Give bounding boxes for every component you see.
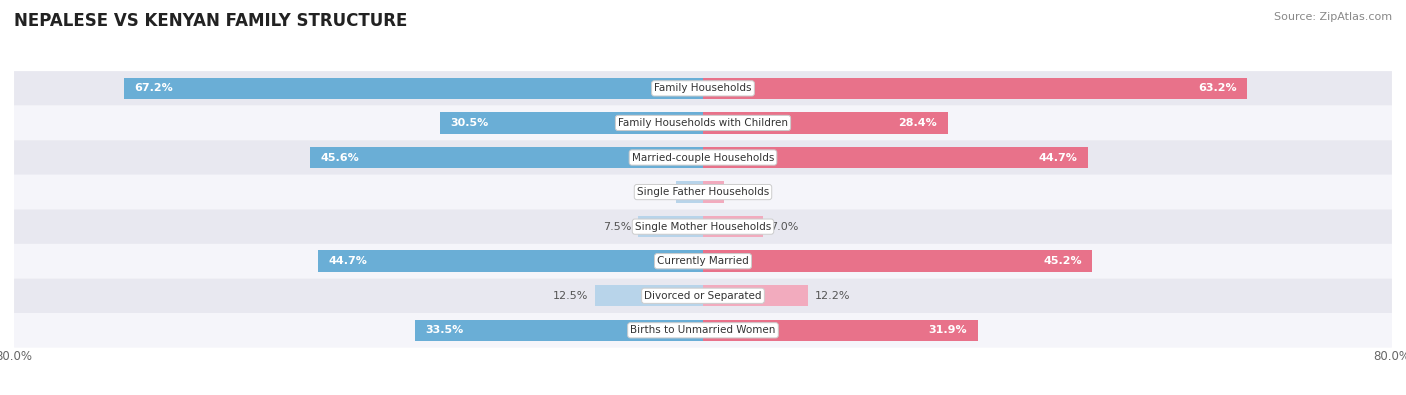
Text: Single Mother Households: Single Mother Households [636, 222, 770, 231]
Text: 67.2%: 67.2% [135, 83, 173, 93]
FancyBboxPatch shape [14, 209, 1392, 244]
Text: 12.2%: 12.2% [815, 291, 851, 301]
Bar [638, 216, 703, 237]
Text: 44.7%: 44.7% [1039, 152, 1077, 162]
Text: NEPALESE VS KENYAN FAMILY STRUCTURE: NEPALESE VS KENYAN FAMILY STRUCTURE [14, 12, 408, 30]
Bar [440, 112, 703, 134]
Text: 63.2%: 63.2% [1198, 83, 1237, 93]
Bar [703, 112, 948, 134]
FancyBboxPatch shape [14, 106, 1392, 140]
Bar [415, 320, 703, 341]
Text: Source: ZipAtlas.com: Source: ZipAtlas.com [1274, 12, 1392, 22]
Text: 7.5%: 7.5% [603, 222, 631, 231]
FancyBboxPatch shape [14, 175, 1392, 209]
Text: Family Households: Family Households [654, 83, 752, 93]
Text: 3.1%: 3.1% [641, 187, 669, 197]
Bar [703, 285, 808, 307]
Text: 30.5%: 30.5% [451, 118, 489, 128]
FancyBboxPatch shape [14, 71, 1392, 106]
Bar [703, 147, 1088, 168]
Bar [595, 285, 703, 307]
FancyBboxPatch shape [14, 140, 1392, 175]
Text: 45.6%: 45.6% [321, 152, 360, 162]
FancyBboxPatch shape [14, 278, 1392, 313]
Text: 28.4%: 28.4% [898, 118, 938, 128]
Text: Family Households with Children: Family Households with Children [619, 118, 787, 128]
Text: 33.5%: 33.5% [425, 325, 463, 335]
Text: Currently Married: Currently Married [657, 256, 749, 266]
Bar [703, 320, 977, 341]
Bar [676, 181, 703, 203]
Text: Married-couple Households: Married-couple Households [631, 152, 775, 162]
Text: 45.2%: 45.2% [1043, 256, 1083, 266]
FancyBboxPatch shape [14, 244, 1392, 278]
Text: Births to Unmarried Women: Births to Unmarried Women [630, 325, 776, 335]
Bar [703, 181, 724, 203]
Text: 7.0%: 7.0% [770, 222, 799, 231]
Text: Single Father Households: Single Father Households [637, 187, 769, 197]
Bar [311, 147, 703, 168]
Text: 2.4%: 2.4% [731, 187, 759, 197]
Text: 31.9%: 31.9% [929, 325, 967, 335]
Text: Divorced or Separated: Divorced or Separated [644, 291, 762, 301]
Text: 44.7%: 44.7% [329, 256, 367, 266]
FancyBboxPatch shape [14, 313, 1392, 348]
Bar [318, 250, 703, 272]
Bar [703, 216, 763, 237]
Bar [703, 78, 1247, 99]
Bar [703, 250, 1092, 272]
Bar [124, 78, 703, 99]
Text: 12.5%: 12.5% [553, 291, 589, 301]
